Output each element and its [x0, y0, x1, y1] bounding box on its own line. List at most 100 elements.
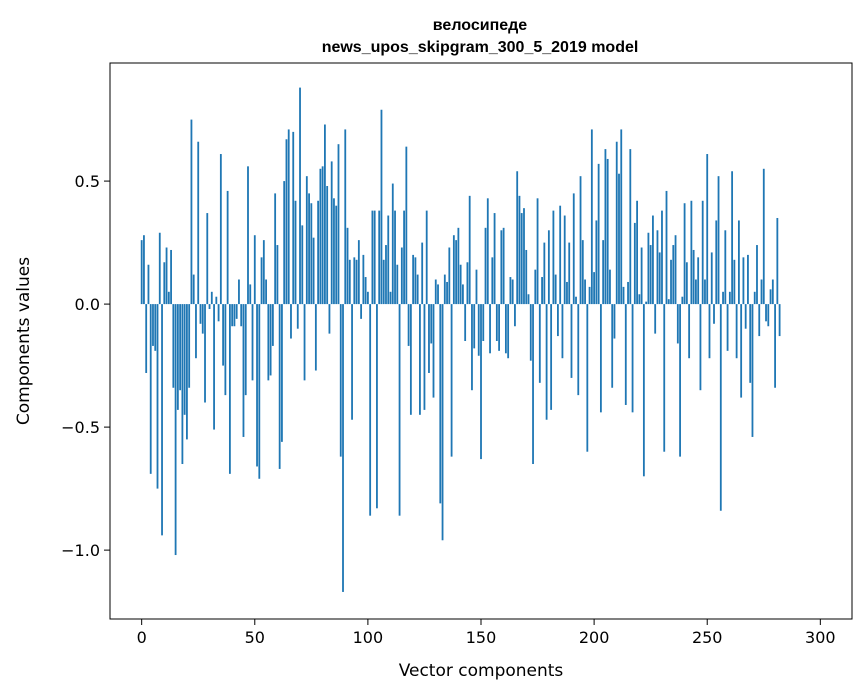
bar-component-173: [532, 304, 534, 465]
bar-component-62: [281, 304, 283, 442]
bar-component-104: [376, 304, 378, 509]
bar-component-203: [599, 304, 602, 413]
bar-component-164: [511, 279, 514, 305]
bar-component-266: [742, 257, 745, 305]
bar-component-63: [283, 181, 286, 305]
bar-component-262: [733, 259, 736, 305]
bar-component-210: [615, 141, 618, 305]
bar-component-202: [597, 163, 600, 305]
x-axis-label: Vector components: [399, 661, 564, 681]
bar-component-190: [570, 304, 573, 378]
bar-component-228: [656, 230, 659, 305]
bar-component-195: [581, 240, 584, 305]
bar-component-137: [450, 304, 453, 457]
bar-component-242: [688, 304, 691, 359]
bar-component-112: [394, 210, 396, 305]
bar-component-206: [606, 158, 609, 305]
bar-component-225: [649, 245, 652, 305]
bar-component-78: [317, 200, 320, 305]
bar-component-258: [724, 230, 727, 305]
bar-component-88: [339, 304, 342, 457]
bar-component-126: [425, 210, 428, 305]
bar-component-214: [624, 304, 627, 405]
bar-component-28: [204, 304, 206, 403]
bar-component-193: [577, 304, 580, 396]
bar-component-282: [778, 304, 781, 337]
x-tick-label: 100: [353, 628, 384, 647]
bar-component-34: [217, 304, 220, 322]
bar-component-8: [158, 232, 161, 305]
bar-component-167: [518, 195, 521, 305]
bar-component-269: [749, 304, 752, 383]
bar-component-38: [226, 190, 229, 305]
bar-component-39: [228, 304, 231, 474]
bar-component-118: [407, 304, 410, 346]
bar-component-181: [550, 304, 553, 410]
bar-component-249: [704, 279, 706, 305]
bar-component-22: [190, 119, 193, 305]
bar-component-224: [647, 232, 650, 305]
bar-component-95: [355, 259, 358, 305]
bar-component-77: [314, 304, 317, 371]
plot-frame: [109, 62, 853, 620]
bar-component-134: [443, 274, 446, 305]
bar-component-260: [728, 291, 731, 305]
bar-component-84: [330, 161, 333, 305]
bar-component-200: [593, 272, 596, 305]
bar-component-151: [482, 304, 485, 341]
bar-component-161: [504, 304, 507, 354]
bar-component-99: [364, 277, 367, 305]
x-tick-label: 300: [805, 628, 836, 647]
bar-component-2: [145, 304, 148, 373]
bar-component-110: [389, 291, 392, 305]
bar-component-32: [213, 304, 215, 430]
bar-component-86: [335, 205, 338, 305]
bar-component-90: [344, 129, 347, 305]
bar-component-150: [480, 304, 482, 460]
bar-component-128: [430, 304, 433, 344]
bar-component-170: [525, 249, 528, 305]
bar-component-49: [251, 304, 254, 381]
bar-component-107: [382, 259, 385, 305]
bar-component-91: [346, 227, 349, 305]
chart-title: велосипеде: [433, 17, 527, 34]
bar-component-67: [292, 131, 295, 305]
bar-component-235: [672, 245, 675, 305]
bar-component-158: [498, 304, 500, 351]
bar-component-31: [210, 291, 213, 305]
bar-component-24: [195, 304, 197, 359]
bar-component-176: [538, 304, 541, 383]
bar-component-241: [685, 262, 688, 305]
bar-component-251: [708, 304, 711, 359]
bar-component-64: [285, 139, 288, 305]
bar-component-175: [536, 198, 539, 305]
bar-component-42: [235, 304, 238, 319]
bar-component-29: [206, 213, 209, 305]
bar-component-1: [143, 235, 145, 305]
bar-component-46: [244, 304, 247, 396]
bar-component-180: [547, 230, 550, 305]
bar-component-211: [618, 173, 620, 305]
bar-component-163: [509, 277, 512, 305]
bar-component-100: [366, 291, 369, 305]
bar-component-178: [543, 242, 546, 305]
bar-component-215: [627, 281, 629, 305]
bar-component-35: [219, 154, 222, 305]
bar-component-230: [661, 210, 663, 305]
bar-component-68: [294, 200, 297, 305]
bar-component-14: [172, 304, 175, 388]
bar-component-3: [147, 264, 150, 305]
bar-component-239: [681, 296, 684, 305]
bar-component-185: [559, 205, 562, 305]
bar-component-74: [308, 193, 310, 305]
bar-component-229: [658, 252, 661, 305]
bar-component-268: [747, 254, 749, 305]
bar-component-92: [348, 259, 351, 305]
bar-component-133: [441, 304, 444, 541]
bar-component-140: [457, 227, 460, 305]
x-tick-label: 250: [692, 628, 723, 647]
bar-component-280: [774, 304, 776, 388]
bar-component-252: [710, 252, 713, 305]
bar-component-160: [502, 227, 505, 305]
bar-component-263: [735, 304, 738, 359]
